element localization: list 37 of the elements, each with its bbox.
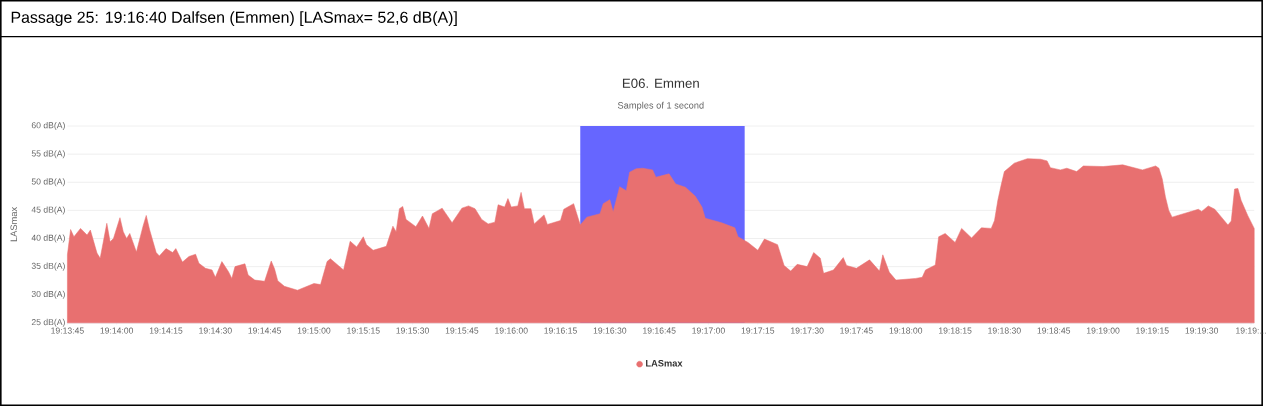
y-tick-label: 60 dB(A) — [31, 121, 65, 130]
y-tick-label: 45 dB(A) — [31, 206, 65, 215]
x-tick-label: 19:14:15 — [149, 327, 183, 334]
chart-subtitle: Samples of 1 second — [617, 101, 704, 111]
y-tick-label: 55 dB(A) — [31, 150, 65, 159]
x-tick-label: 19:19:30 — [1185, 327, 1219, 334]
x-tick-label: 19:16:45 — [643, 327, 676, 334]
chart-title: E06. Emmen — [622, 78, 699, 88]
x-tick-label: 19:14:45 — [248, 327, 281, 334]
y-axis-title: LASmax — [10, 206, 18, 242]
y-tick-label: 25 dB(A) — [31, 318, 65, 327]
x-tick-label: 19:19:00 — [1086, 327, 1120, 334]
y-tick-label: 35 dB(A) — [31, 262, 65, 271]
x-tick-label: 19:16:00 — [495, 327, 528, 334]
text: Passage 25: 19:16:40 Dalfsen (Emmen) [LASmax= 52,6 dB(A)] — [11, 11, 457, 27]
x-tick-label: 19:16:30 — [593, 327, 627, 334]
x-tick-label: 19:15:30 — [396, 327, 429, 334]
y-tick-label: 40 dB(A) — [31, 234, 65, 243]
x-tick-label: 19:15:00 — [297, 327, 331, 334]
x-tick-label: 19:18:00 — [889, 327, 923, 334]
legend-label: LASmax — [646, 359, 683, 367]
x-tick-label: 19:19:15 — [1136, 327, 1169, 334]
x-tick-label: 19:17:30 — [791, 327, 824, 334]
y-tick-label: 50 dB(A) — [31, 178, 65, 187]
x-tick-label: 19:14:00 — [100, 327, 134, 334]
x-tick-label: 19:17:15 — [741, 327, 775, 334]
x-tick-label: 19:18:30 — [988, 327, 1021, 334]
x-tick-label: 19:17:45 — [840, 327, 873, 334]
x-tick-label: 19:15:15 — [347, 327, 380, 334]
x-tick-label: 19:13:45 — [51, 327, 84, 334]
x-tick-label: 19:16:15 — [544, 327, 577, 334]
x-tick-label: 19:14:30 — [199, 327, 232, 334]
x-tick-label: 19:18:45 — [1037, 327, 1071, 334]
y-tick-label: 30 dB(A) — [31, 290, 65, 299]
x-tick-label: 19:17:00 — [692, 327, 725, 334]
x-tick-label: 19:15:45 — [445, 327, 479, 334]
x-tick-label: 19:18:15 — [939, 327, 972, 334]
